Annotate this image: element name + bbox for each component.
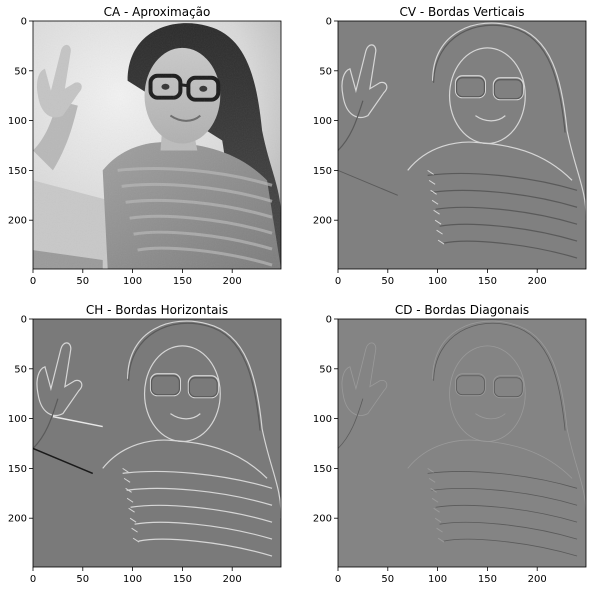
- x-tick-label-cd: 100: [428, 574, 447, 585]
- y-tick-label-cd: 0: [326, 315, 332, 326]
- y-tick-label-cv: 50: [319, 66, 332, 77]
- x-tick-label-cv: 200: [528, 276, 547, 287]
- y-tick-label-ca: 150: [8, 166, 27, 177]
- x-tick-label-ch: 150: [173, 574, 192, 585]
- panel-image-ca: [33, 21, 281, 269]
- y-tick-label-ca: 50: [14, 66, 27, 77]
- shoulder-edge: [407, 141, 573, 181]
- shoulder-edge: [102, 439, 268, 479]
- y-tick-label-cv: 100: [313, 116, 332, 127]
- y-tick-label-ch: 150: [8, 464, 27, 475]
- panel-ch: CH - Bordas Horizontais 0 50 100 150 200 0 50 10…: [8, 303, 282, 585]
- x-tick-label-cd: 150: [478, 574, 497, 585]
- x-tick-label-ca: 50: [76, 276, 89, 287]
- hand-edge: [341, 44, 388, 119]
- hand-edge: [341, 342, 388, 416]
- y-tick-label-cv: 150: [313, 166, 332, 177]
- hair-edge: [127, 320, 281, 519]
- panel-image-cd: [338, 319, 586, 567]
- y-tick-label-cd: 50: [319, 364, 332, 375]
- x-tick-label-ch: 100: [123, 574, 142, 585]
- glasses-left-edge: [454, 75, 487, 99]
- axes-frame-cv: [337, 20, 587, 270]
- y-tick-label-ch: 0: [21, 315, 27, 326]
- x-tick-label-ca: 0: [30, 276, 36, 287]
- x-tick-label-ca: 100: [123, 276, 142, 287]
- x-tick-label-ch: 50: [76, 574, 89, 585]
- glasses-left-edge: [149, 373, 182, 397]
- panel-cd: CD - Bordas Diagonais 0 50 100 150 200 0 50 100 1…: [313, 303, 587, 585]
- hand-edge: [36, 342, 83, 417]
- glasses-left-edge: [455, 373, 486, 397]
- y-tick-label-cd: 100: [313, 414, 332, 425]
- x-tick-label-ch: 200: [223, 574, 242, 585]
- y-tick-label-cv: 0: [326, 17, 332, 28]
- y-tick-label-cd: 200: [313, 514, 332, 525]
- x-tick-label-cv: 150: [478, 276, 497, 287]
- axes-frame-ch: [32, 318, 282, 568]
- glasses-right-edge: [187, 375, 219, 399]
- y-tick-label-ch: 50: [14, 364, 27, 375]
- y-tick-label-ca: 100: [8, 116, 27, 127]
- x-tick-label-cv: 50: [381, 276, 394, 287]
- x-tick-label-cv: 0: [335, 276, 341, 287]
- hair-edge: [432, 22, 586, 221]
- y-tick-label-ca: 200: [8, 216, 27, 227]
- y-tick-label-cv: 200: [313, 216, 332, 227]
- x-tick-label-cd: 0: [335, 574, 341, 585]
- panel-ca: CA - Aproximação 0 50 100 150 200 0 50 100 150 200: [8, 5, 282, 287]
- panel-title-ca: CA - Aproximação: [104, 5, 211, 19]
- glasses-right-edge: [492, 77, 524, 101]
- panel-title-ch: CH - Bordas Horizontais: [86, 303, 228, 317]
- panel-title-cv: CV - Bordas Verticais: [399, 5, 524, 19]
- y-tick-label-ch: 200: [8, 514, 27, 525]
- x-tick-label-ch: 0: [30, 574, 36, 585]
- panel-image-cv: [338, 21, 586, 269]
- hair-edge: [432, 320, 586, 519]
- y-tick-label-ca: 0: [21, 17, 27, 28]
- y-tick-label-cd: 150: [313, 464, 332, 475]
- panel-image-ch: [33, 319, 281, 567]
- panel-cv: CV - Bordas Verticais 0 50 100 150 200 0 50 100 1…: [313, 5, 587, 287]
- x-tick-label-ca: 200: [223, 276, 242, 287]
- x-tick-label-cd: 50: [381, 574, 394, 585]
- x-tick-label-cv: 100: [428, 276, 447, 287]
- axes-frame-ca: [32, 20, 282, 270]
- axes-frame-cd: [337, 318, 587, 568]
- x-tick-label-cd: 200: [528, 574, 547, 585]
- glasses-right-edge: [492, 375, 524, 399]
- y-tick-label-ch: 100: [8, 414, 27, 425]
- x-tick-label-ca: 150: [173, 276, 192, 287]
- shoulder-edge: [407, 439, 573, 479]
- panel-title-cd: CD - Bordas Diagonais: [395, 303, 529, 317]
